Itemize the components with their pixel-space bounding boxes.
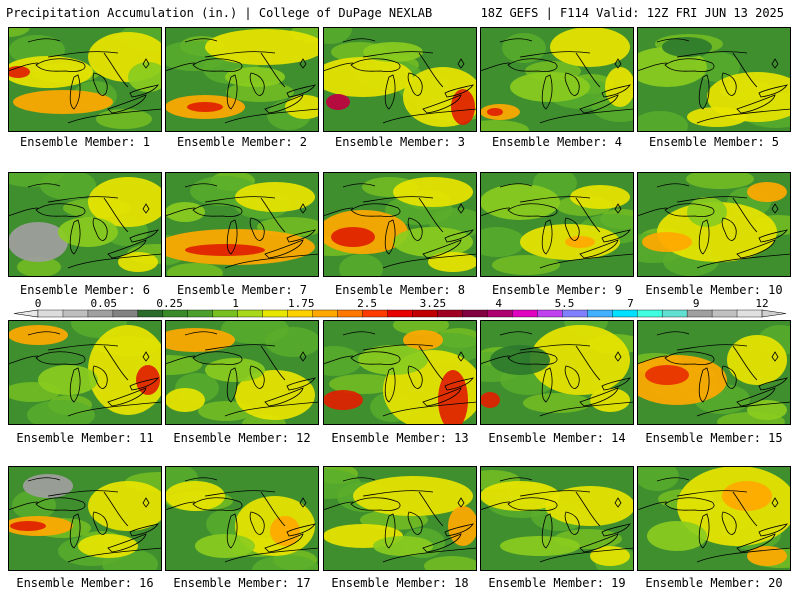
legend-swatch xyxy=(512,309,538,318)
ensemble-member-label: Ensemble Member: 3 xyxy=(334,135,466,149)
legend-swatch xyxy=(137,309,164,318)
ensemble-member-label: Ensemble Member: 5 xyxy=(648,135,780,149)
ensemble-member-map xyxy=(323,172,477,277)
ensemble-member-label: Ensemble Member: 2 xyxy=(176,135,308,149)
precip-color-legend: 0 0.05 0.25 1 1.75 2.5 3.25 4 5.5 7 9 12 xyxy=(0,296,800,320)
legend-swatch xyxy=(312,309,339,318)
ensemble-member-map xyxy=(480,320,634,425)
ensemble-member-label: Ensemble Member: 10 xyxy=(645,283,783,297)
legend-swatch xyxy=(612,309,638,318)
legend-left-arrow xyxy=(13,309,39,318)
legend-swatch xyxy=(736,309,763,318)
legend-tick-label: 1.75 xyxy=(288,297,315,310)
legend-swatch xyxy=(661,309,688,318)
ensemble-member-label: Ensemble Member: 19 xyxy=(488,576,626,590)
legend-swatch xyxy=(362,309,389,318)
legend-swatch xyxy=(237,309,264,318)
ensemble-member-label: Ensemble Member: 4 xyxy=(491,135,623,149)
legend-tick-label: 0.05 xyxy=(91,297,118,310)
legend-swatch xyxy=(187,309,214,318)
ensemble-member-label: Ensemble Member: 18 xyxy=(331,576,469,590)
legend-swatch xyxy=(487,309,513,318)
ensemble-member-label: Ensemble Member: 6 xyxy=(19,283,151,297)
legend-swatch xyxy=(212,309,239,318)
legend-tick-label: 0.25 xyxy=(156,297,183,310)
ensemble-member-label: Ensemble Member: 9 xyxy=(491,283,623,297)
legend-swatch xyxy=(437,309,463,318)
legend-swatch xyxy=(711,309,738,318)
ensemble-member-map xyxy=(165,172,319,277)
legend-tick-label: 4 xyxy=(495,297,502,310)
ensemble-member-label: Ensemble Member: 11 xyxy=(16,431,154,445)
ensemble-member-map xyxy=(8,172,162,277)
legend-tick-label: 1 xyxy=(232,297,239,310)
ensemble-member-label: Ensemble Member: 14 xyxy=(488,431,626,445)
ensemble-member-map xyxy=(323,466,477,571)
legend-tick-label: 3.25 xyxy=(420,297,447,310)
ensemble-member-map xyxy=(8,466,162,571)
legend-tick-label: 5.5 xyxy=(555,297,575,310)
ensemble-member-map xyxy=(480,466,634,571)
ensemble-member-map xyxy=(637,466,791,571)
ensemble-member-label: Ensemble Member: 7 xyxy=(176,283,308,297)
ensemble-member-map xyxy=(8,27,162,132)
legend-swatch xyxy=(87,309,114,318)
legend-swatch xyxy=(387,309,413,318)
ensemble-member-map xyxy=(165,320,319,425)
legend-swatch xyxy=(337,309,364,318)
ensemble-member-label: Ensemble Member: 8 xyxy=(334,283,466,297)
legend-right-arrow xyxy=(761,309,787,318)
legend-tick-label: 2.5 xyxy=(357,297,377,310)
ensemble-member-map xyxy=(165,466,319,571)
legend-swatch xyxy=(587,309,613,318)
run-valid-time: 18Z GEFS | F114 Valid: 12Z FRI JUN 13 20… xyxy=(480,6,784,20)
legend-swatch xyxy=(262,309,289,318)
ensemble-member-label: Ensemble Member: 16 xyxy=(16,576,154,590)
ensemble-member-map xyxy=(637,27,791,132)
legend-swatch xyxy=(562,309,588,318)
ensemble-member-label: Ensemble Member: 13 xyxy=(331,431,469,445)
ensemble-member-label: Ensemble Member: 12 xyxy=(173,431,311,445)
ensemble-member-label: Ensemble Member: 1 xyxy=(19,135,151,149)
legend-swatch xyxy=(162,309,189,318)
chart-title: Precipitation Accumulation (in.) | Colle… xyxy=(6,6,433,20)
ensemble-member-map xyxy=(165,27,319,132)
legend-swatch xyxy=(686,309,713,318)
legend-swatch xyxy=(462,309,488,318)
legend-tick-label: 12 xyxy=(755,297,768,310)
legend-swatch xyxy=(287,309,314,318)
ensemble-member-map xyxy=(480,27,634,132)
legend-tick-label: 9 xyxy=(693,297,700,310)
ensemble-member-label: Ensemble Member: 15 xyxy=(645,431,783,445)
ensemble-member-map xyxy=(480,172,634,277)
ensemble-member-map xyxy=(323,27,477,132)
legend-swatch xyxy=(37,309,64,318)
ensemble-member-map xyxy=(637,172,791,277)
legend-swatch xyxy=(112,309,139,318)
legend-swatch xyxy=(636,309,663,318)
ensemble-member-map xyxy=(637,320,791,425)
ensemble-member-map xyxy=(8,320,162,425)
legend-swatch xyxy=(537,309,563,318)
ensemble-member-label: Ensemble Member: 17 xyxy=(173,576,311,590)
legend-tick-label: 7 xyxy=(627,297,634,310)
ensemble-member-map xyxy=(323,320,477,425)
legend-swatch xyxy=(62,309,89,318)
legend-swatch xyxy=(412,309,438,318)
legend-tick-label: 0 xyxy=(35,297,42,310)
ensemble-member-label: Ensemble Member: 20 xyxy=(645,576,783,590)
